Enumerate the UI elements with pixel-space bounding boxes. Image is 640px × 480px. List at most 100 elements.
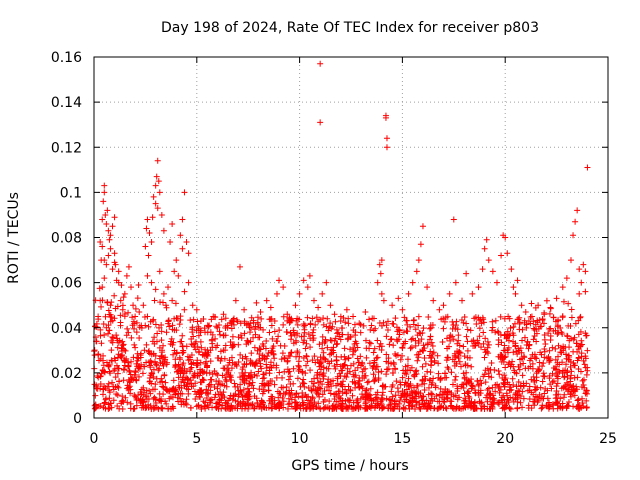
data-point <box>515 363 522 370</box>
data-point <box>482 349 489 356</box>
data-point <box>360 366 367 373</box>
data-point <box>162 379 169 386</box>
data-point <box>308 399 315 406</box>
data-point <box>421 355 428 362</box>
data-point <box>320 349 327 356</box>
data-point <box>159 360 166 367</box>
data-point <box>302 370 309 377</box>
data-point <box>384 318 391 325</box>
data-point <box>264 353 271 360</box>
data-point <box>125 309 132 316</box>
data-point <box>316 341 323 348</box>
data-point <box>364 379 371 386</box>
data-point <box>531 333 538 340</box>
data-point <box>163 329 170 336</box>
data-point <box>163 361 170 368</box>
data-point <box>144 272 151 279</box>
data-point <box>404 356 411 363</box>
axis-ticks <box>93 56 609 419</box>
data-point <box>546 404 553 411</box>
data-point <box>506 387 513 394</box>
data-point <box>183 396 190 403</box>
data-point <box>514 351 521 358</box>
data-point <box>217 348 224 355</box>
data-point <box>510 395 517 402</box>
data-point <box>178 378 185 385</box>
data-point <box>205 323 212 330</box>
data-point <box>408 388 415 395</box>
data-point <box>223 371 230 378</box>
data-point <box>179 245 186 252</box>
data-point <box>284 317 291 324</box>
data-point <box>139 370 146 377</box>
data-point <box>214 342 221 349</box>
data-point <box>456 405 463 412</box>
data-point <box>356 359 363 366</box>
data-point <box>527 314 534 321</box>
data-point <box>105 307 112 314</box>
data-point <box>252 331 259 338</box>
data-point <box>243 361 250 368</box>
data-point <box>487 366 494 373</box>
data-point <box>500 358 507 365</box>
data-point <box>242 353 249 360</box>
data-point <box>412 326 419 333</box>
data-point <box>402 396 409 403</box>
data-point <box>533 355 540 362</box>
data-point <box>250 385 257 392</box>
data-point <box>145 323 152 330</box>
data-point <box>280 284 287 291</box>
data-point <box>506 404 513 411</box>
data-point <box>101 275 108 282</box>
data-point <box>268 400 275 407</box>
data-point <box>133 329 140 336</box>
data-point <box>465 379 472 386</box>
y-tick-label: 0.1 <box>60 185 82 201</box>
data-point <box>288 332 295 339</box>
data-point <box>181 288 188 295</box>
data-point <box>165 320 172 327</box>
data-point <box>287 391 294 398</box>
data-point <box>478 344 485 351</box>
data-point <box>175 390 182 397</box>
data-point <box>418 394 425 401</box>
data-point <box>347 387 354 394</box>
data-point <box>258 315 265 322</box>
data-point <box>392 365 399 372</box>
data-point <box>413 399 420 406</box>
data-point <box>303 353 310 360</box>
data-point <box>429 350 436 357</box>
data-point <box>409 335 416 342</box>
data-point <box>526 395 533 402</box>
data-point <box>444 345 451 352</box>
data-point <box>541 348 548 355</box>
data-point <box>397 379 404 386</box>
data-point <box>515 316 522 323</box>
data-point <box>327 302 334 309</box>
data-point <box>305 397 312 404</box>
data-point <box>104 207 111 214</box>
data-point <box>331 311 338 318</box>
data-point <box>429 343 436 350</box>
data-point <box>330 402 337 409</box>
data-point <box>413 367 420 374</box>
data-point <box>517 392 524 399</box>
data-point <box>323 279 330 286</box>
data-point <box>97 332 104 339</box>
data-point <box>302 345 309 352</box>
data-point <box>117 297 124 304</box>
data-point <box>288 349 295 356</box>
data-point <box>137 389 144 396</box>
data-point <box>114 370 121 377</box>
data-point <box>546 358 553 365</box>
data-point <box>480 373 487 380</box>
data-point <box>408 344 415 351</box>
data-point <box>473 405 480 412</box>
data-point <box>308 388 315 395</box>
data-point <box>378 394 385 401</box>
data-point <box>385 405 392 412</box>
data-point <box>309 315 316 322</box>
data-point <box>321 355 328 362</box>
data-point <box>418 336 425 343</box>
